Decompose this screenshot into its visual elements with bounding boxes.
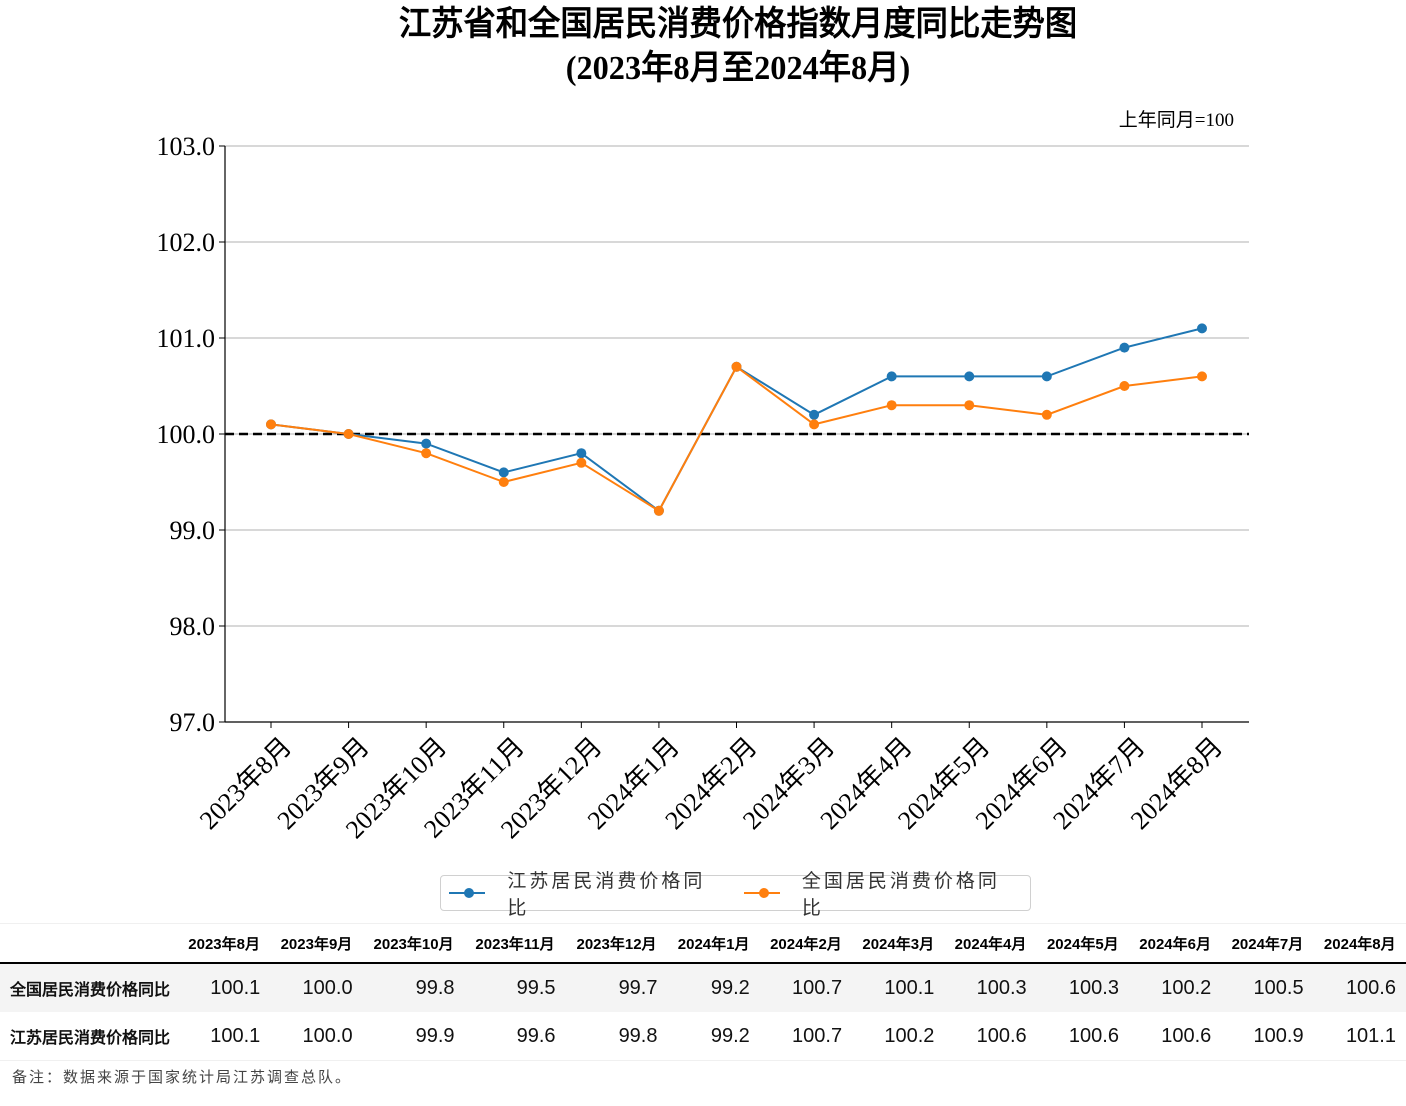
- data-point: [343, 429, 354, 439]
- table-row: 全国居民消费价格同比 100.1 100.0 99.8 99.5 99.7 99.2 100.…: [0, 963, 1406, 1012]
- footnote: 备注：数据来源于国家统计局江苏调查总队。: [12, 1068, 353, 1086]
- table-cell: 100.6: [1313, 963, 1406, 1012]
- table-cell: 99.8: [618, 1024, 658, 1047]
- table-cell: 100.3: [944, 963, 1037, 1012]
- table-cell: 101.1: [1345, 1024, 1396, 1047]
- legend-marker-jiangsu: [449, 887, 486, 899]
- data-point: [1197, 323, 1207, 334]
- data-point: [421, 438, 432, 449]
- legend-marker-national: [743, 887, 780, 899]
- data-point: [576, 457, 587, 468]
- data-point: [421, 448, 432, 459]
- table-row-label: 江苏居民消费价格同比: [10, 1030, 171, 1047]
- series-line: [270, 365, 1203, 513]
- table-cell: 99.5: [464, 963, 566, 1012]
- x-axis: 2023年8月2023年9月2023年10月2023年11月2023年12月20…: [194, 721, 1249, 844]
- table-cell: 99.8: [362, 963, 465, 1012]
- line-chart: 上年同月=100 97.0 98.0 99.0 100.0 101.0 102.0 103.…: [157, 109, 1249, 844]
- table-cell: 100.1: [852, 963, 945, 1012]
- legend-label-jiangsu: 江苏居民消费价格同比: [507, 870, 706, 919]
- data-point: [576, 448, 587, 459]
- legend: 江苏居民消费价格同比 全国居民消费价格同比: [440, 870, 1031, 919]
- table-column-header: 2024年8月: [1313, 923, 1406, 964]
- table-cell: 100.6: [1161, 1024, 1212, 1047]
- table-cell: 100.1: [178, 963, 271, 1012]
- series-line: [270, 327, 1203, 513]
- table-column-header: 2024年4月: [944, 923, 1037, 964]
- y-tick-label: 102.0: [157, 228, 216, 257]
- table-row: 江苏居民消费价格同比 100.1 100.0 99.9 99.6 99.8 99.2 100.…: [0, 1012, 1406, 1061]
- legend-item-jiangsu[interactable]: 江苏居民消费价格同比: [449, 866, 708, 920]
- y-tick-label: 103.0: [157, 132, 216, 161]
- table-column-header: 2024年1月: [667, 923, 760, 964]
- table-column-header: 2023年8月: [178, 923, 271, 964]
- table-cell: 100.1: [210, 1024, 261, 1047]
- table-cell: 99.9: [415, 1024, 455, 1047]
- data-point: [964, 400, 975, 411]
- data-point: [653, 505, 664, 516]
- table-column-header: 2023年11月: [464, 923, 566, 964]
- table-column-header: 2024年7月: [1221, 923, 1314, 964]
- table-cell: 100.7: [759, 963, 853, 1012]
- table-row-label: 全国居民消费价格同比: [0, 963, 178, 1012]
- y-axis: 97.0 98.0 99.0 100.0 101.0 102.0 103.0: [157, 132, 226, 737]
- data-point: [266, 419, 276, 430]
- table-cell: 100.0: [270, 963, 363, 1012]
- data-point: [886, 371, 897, 382]
- legend-item-national[interactable]: 全国居民消费价格同比: [743, 866, 1003, 920]
- table-column-header: 2024年2月: [759, 923, 853, 964]
- y-tick-label: 100.0: [157, 420, 216, 449]
- table-cell: 100.2: [884, 1024, 935, 1047]
- data-point: [809, 409, 820, 420]
- table-cell: 99.2: [710, 1024, 750, 1047]
- data-point: [1041, 371, 1052, 382]
- data-point: [498, 477, 509, 487]
- table-header-row: 2023年8月 2023年9月 2023年10月 2023年11月 2023年12月 20…: [0, 923, 1406, 964]
- y-tick-label: 98.0: [170, 612, 216, 641]
- data-point: [1119, 342, 1130, 353]
- y-tick-label: 97.0: [170, 708, 216, 737]
- data-point: [1197, 371, 1207, 382]
- table-cell: 99.6: [516, 1024, 556, 1047]
- grid-lines: [225, 145, 1249, 627]
- base-annotation: 上年同月=100: [1119, 109, 1234, 131]
- table-cell: 99.7: [565, 963, 668, 1012]
- y-tick-label: 99.0: [170, 516, 216, 545]
- data-point: [731, 361, 742, 372]
- data-point: [809, 419, 820, 430]
- chart-title: 江苏省和全国居民消费价格指数月度同比走势图: [398, 6, 1078, 43]
- series-jiangsu: [266, 323, 1207, 516]
- data-point: [1119, 381, 1130, 391]
- data-point: [886, 400, 897, 411]
- table-corner-cell: [0, 923, 178, 964]
- table-column-header: 2023年12月: [565, 923, 668, 964]
- table-column-header: 2024年3月: [852, 923, 945, 964]
- table-cell: 100.6: [976, 1024, 1027, 1047]
- table-cell: 100.9: [1253, 1024, 1304, 1047]
- data-table: 2023年8月 2023年9月 2023年10月 2023年11月 2023年12月 20…: [0, 923, 1406, 1061]
- table-cell: 100.6: [1068, 1024, 1119, 1047]
- table-cell: 100.2: [1128, 963, 1222, 1012]
- y-tick-label: 101.0: [157, 324, 216, 353]
- table-body: 全国居民消费价格同比 100.1 100.0 99.8 99.5 99.7 99.2 100.…: [0, 963, 1406, 1061]
- chart-subtitle: (2023年8月至2024年8月): [565, 50, 911, 87]
- table-column-header: 2023年10月: [362, 923, 465, 964]
- data-point: [498, 467, 509, 478]
- series-group: [266, 323, 1207, 516]
- table-column-header: 2023年9月: [270, 923, 363, 964]
- table-cell: 99.2: [667, 963, 760, 1012]
- table-cell: 100.5: [1221, 963, 1314, 1012]
- series-national: [266, 361, 1207, 516]
- table-cell: 100.3: [1036, 963, 1129, 1012]
- table-column-header: 2024年6月: [1128, 923, 1222, 964]
- data-point: [964, 371, 975, 382]
- legend-label-national: 全国居民消费价格同比: [801, 870, 1000, 919]
- table-column-header: 2024年5月: [1036, 923, 1129, 964]
- data-point: [1041, 409, 1052, 420]
- table-cell: 100.7: [792, 1024, 843, 1047]
- table-cell: 100.0: [302, 1024, 353, 1047]
